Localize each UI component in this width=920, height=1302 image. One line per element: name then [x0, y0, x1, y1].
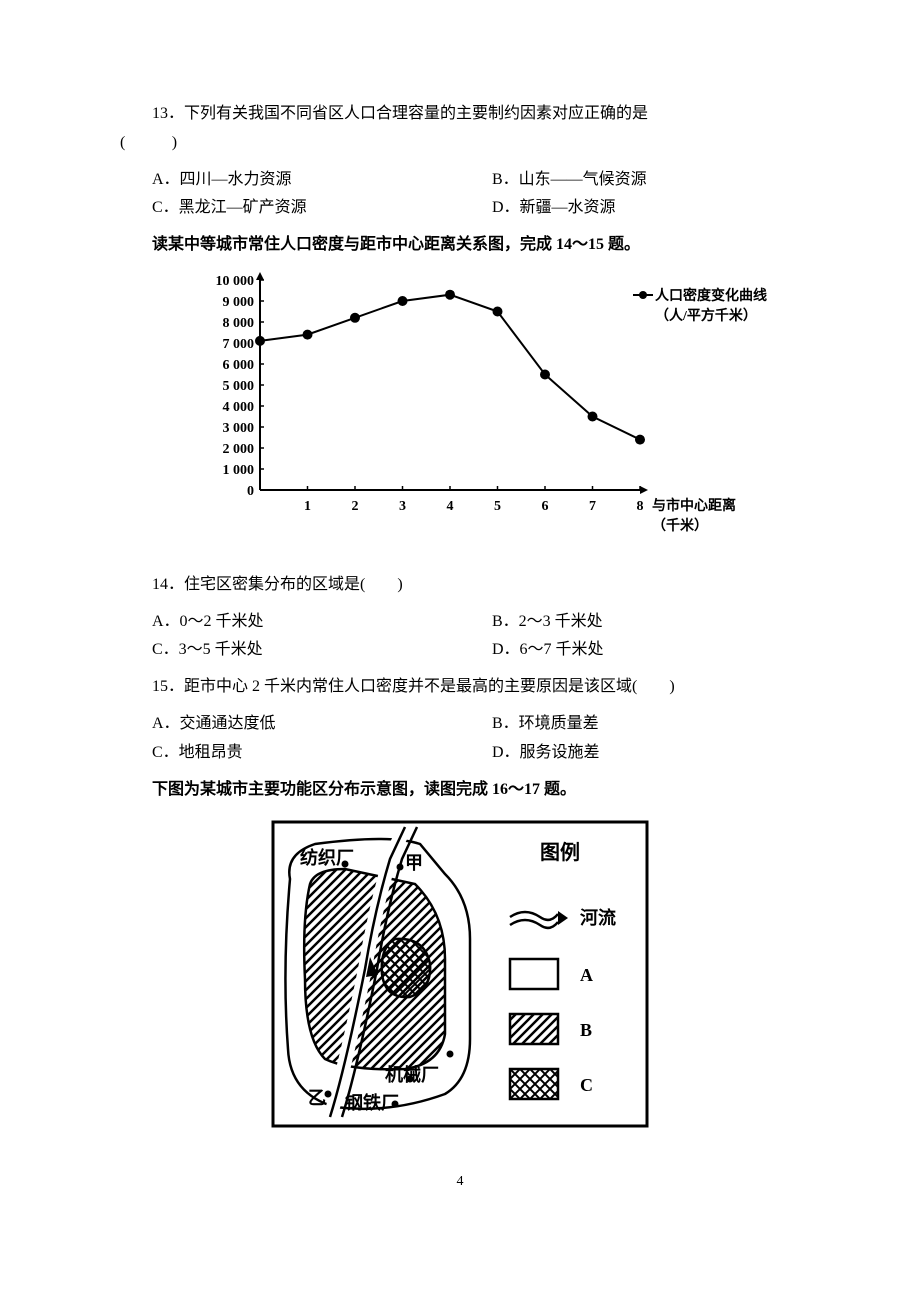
q13-paren: ( ): [120, 129, 800, 158]
q13-option-d: D．新疆—水资源: [460, 194, 800, 223]
q15-option-a: A．交通通达度低: [120, 710, 460, 739]
q15-text: 15．距市中心 2 千米内常住人口密度并不是最高的主要原因是该区域( ): [120, 673, 800, 702]
svg-text:A: A: [580, 965, 593, 985]
svg-text:5 000: 5 000: [223, 379, 255, 394]
question-13: 13．下列有关我国不同省区人口合理容量的主要制约因素对应正确的是 ( ): [120, 100, 800, 158]
svg-text:8 000: 8 000: [223, 316, 255, 331]
q13-text: 13．下列有关我国不同省区人口合理容量的主要制约因素对应正确的是: [120, 100, 800, 129]
population-density-chart: 0 1 000 2 000 3 000 4 000 5 000 6 000 7 000 8 00…: [180, 270, 800, 551]
svg-text:图例: 图例: [540, 840, 580, 864]
q14-option-b: B．2～3 千米处: [460, 608, 800, 637]
line-chart-svg: 0 1 000 2 000 3 000 4 000 5 000 6 000 7 000 8 00…: [180, 270, 820, 540]
svg-text:人口密度变化曲线: 人口密度变化曲线: [655, 287, 767, 304]
page-number: 4: [120, 1169, 800, 1194]
svg-text:乙: 乙: [308, 1088, 326, 1108]
svg-text:B: B: [580, 1020, 592, 1040]
svg-text:7: 7: [589, 499, 596, 514]
q15-option-b: B．环境质量差: [460, 710, 800, 739]
svg-text:3: 3: [399, 499, 406, 514]
q15-option-c: C．地租昂贵: [120, 739, 460, 768]
svg-text:5: 5: [494, 499, 501, 514]
svg-text:钢铁厂: 钢铁厂: [345, 1092, 399, 1113]
question-14: 14．住宅区密集分布的区域是( ): [120, 571, 800, 600]
question-15: 15．距市中心 2 千米内常住人口密度并不是最高的主要原因是该区域( ): [120, 673, 800, 702]
svg-text:河流: 河流: [580, 907, 616, 928]
city-zone-map: 纺织厂 甲乙 机械厂钢铁厂 图例河流 A B C: [120, 819, 800, 1129]
svg-text:2 000: 2 000: [223, 442, 255, 457]
q13-option-b: B．山东——气候资源: [460, 166, 800, 195]
svg-text:甲: 甲: [405, 853, 423, 873]
map-svg: 纺织厂 甲乙 机械厂钢铁厂 图例河流 A B C: [270, 819, 650, 1129]
q13-option-c: C．黑龙江—矿产资源: [120, 194, 460, 223]
svg-text:4: 4: [447, 499, 454, 514]
svg-text:8: 8: [637, 499, 644, 514]
svg-text:1 000: 1 000: [223, 463, 255, 478]
svg-text:与市中心距离: 与市中心距离: [652, 497, 736, 514]
q15-options: A．交通通达度低 B．环境质量差 C．地租昂贵 D．服务设施差: [120, 710, 800, 768]
svg-text:C: C: [580, 1075, 593, 1095]
intro-16-17: 下图为某城市主要功能区分布示意图，读图完成 16～17 题。: [120, 776, 800, 805]
q14-option-d: D．6～7 千米处: [460, 636, 800, 665]
svg-text:纺织厂: 纺织厂: [300, 847, 354, 868]
svg-text:（千米）: （千米）: [652, 517, 708, 534]
svg-text:6 000: 6 000: [223, 358, 255, 373]
q13-option-a: A．四川—水力资源: [120, 166, 460, 195]
svg-text:（人/平方千米）: （人/平方千米）: [655, 307, 757, 324]
svg-text:9 000: 9 000: [223, 295, 255, 310]
q13-options: A．四川—水力资源 B．山东——气候资源 C．黑龙江—矿产资源 D．新疆—水资源: [120, 166, 800, 224]
q14-options: A．0～2 千米处 B．2～3 千米处 C．3～5 千米处 D．6～7 千米处: [120, 608, 800, 666]
svg-text:4 000: 4 000: [223, 400, 255, 415]
svg-text:2: 2: [352, 499, 359, 514]
svg-text:7 000: 7 000: [223, 337, 255, 352]
svg-text:1: 1: [304, 499, 311, 514]
svg-text:3 000: 3 000: [223, 421, 255, 436]
svg-text:10 000: 10 000: [216, 274, 255, 289]
q14-option-c: C．3～5 千米处: [120, 636, 460, 665]
q14-option-a: A．0～2 千米处: [120, 608, 460, 637]
svg-text:机械厂: 机械厂: [385, 1064, 439, 1085]
svg-text:0: 0: [247, 484, 254, 499]
svg-text:6: 6: [542, 499, 549, 514]
q14-text: 14．住宅区密集分布的区域是( ): [120, 571, 800, 600]
q15-option-d: D．服务设施差: [460, 739, 800, 768]
intro-14-15: 读某中等城市常住人口密度与距市中心距离关系图，完成 14～15 题。: [120, 231, 800, 260]
